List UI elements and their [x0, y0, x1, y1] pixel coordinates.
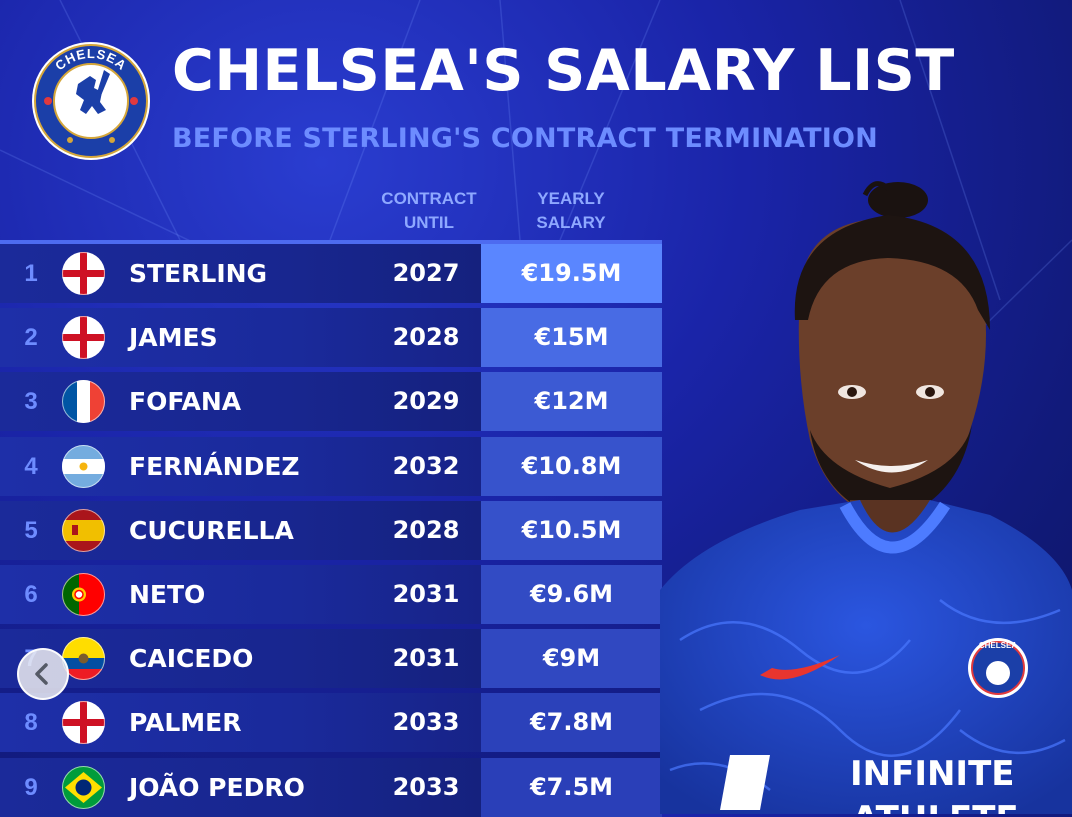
- table-row: 7CAICEDO2031€9M: [0, 629, 662, 688]
- salary-header-line2: SALARY: [536, 213, 606, 232]
- contract-year: 2033: [392, 708, 460, 736]
- england-flag-icon: [62, 701, 105, 744]
- table-row: 9 JOÃO PEDRO 2033 €7.5M: [0, 758, 662, 817]
- rank-number: 5: [24, 517, 38, 544]
- table-row: 4 FERNÁNDEZ 2032 €10.8M: [0, 437, 662, 496]
- contract-header-line1: CONTRACT: [381, 189, 477, 208]
- table-row: 3 FOFANA 2029 €12M: [0, 372, 662, 431]
- salary-cell: €7.5M: [481, 758, 662, 817]
- table-top-divider: [0, 240, 662, 244]
- player-photo: CHELSEA INFINITE ATHLETE: [660, 181, 1072, 814]
- salary-cell: €9.6M: [481, 565, 662, 624]
- contract-year: 2031: [392, 644, 460, 672]
- table-row: 2 JAMES 2028 €15M: [0, 308, 662, 367]
- rank-number: 4: [24, 453, 38, 480]
- contract-year: 2028: [392, 323, 460, 351]
- player-name: CAICEDO: [129, 644, 254, 673]
- salary-cell: €15M: [481, 308, 662, 367]
- player-name: STERLING: [129, 259, 268, 288]
- salary-cell: €10.5M: [481, 501, 662, 560]
- france-flag-icon: [62, 380, 105, 423]
- contract-year: 2027: [392, 259, 460, 287]
- jersey-sponsor-line2: ATHLETE: [852, 799, 1019, 814]
- brazil-flag-icon: [62, 766, 105, 809]
- salary-column-header: YEARLY SALARY: [491, 187, 651, 235]
- contract-year: 2029: [392, 387, 460, 415]
- england-flag-icon: [62, 316, 105, 359]
- jersey-badge-text: CHELSEA: [979, 641, 1017, 650]
- rank-number: 2: [24, 324, 38, 351]
- player-name: JAMES: [129, 323, 218, 352]
- salary-cell: €10.8M: [481, 437, 662, 496]
- argentina-flag-icon: [62, 445, 105, 488]
- table-row: 5 CUCURELLA 2028 €10.5M: [0, 501, 662, 560]
- contract-year: 2028: [392, 516, 460, 544]
- table-row: 8 PALMER 2033 €7.8M: [0, 693, 662, 752]
- table-row: 1 STERLING 2027 €19.5M: [0, 244, 662, 303]
- rank-number: 9: [24, 774, 38, 801]
- salary-cell: €7.8M: [481, 693, 662, 752]
- contract-year: 2033: [392, 773, 460, 801]
- rank-number: 8: [24, 709, 38, 736]
- back-button[interactable]: [17, 648, 69, 700]
- salary-cell: €9M: [481, 629, 662, 688]
- player-name: PALMER: [129, 708, 242, 737]
- player-name: FOFANA: [129, 387, 242, 416]
- portugal-flag-icon: [62, 573, 105, 616]
- salary-header-line1: YEARLY: [537, 189, 605, 208]
- page-title: CHELSEA'S SALARY LIST: [172, 38, 955, 104]
- salary-cell: €19.5M: [481, 244, 662, 303]
- table-row: 6 NETO 2031 €9.6M: [0, 565, 662, 624]
- contract-year: 2032: [392, 452, 460, 480]
- contract-header-line2: UNTIL: [403, 213, 455, 232]
- england-flag-icon: [62, 252, 105, 295]
- player-name: NETO: [129, 580, 206, 609]
- rank-number: 1: [24, 260, 38, 287]
- contract-year: 2031: [392, 580, 460, 608]
- chevron-left-icon: [35, 663, 48, 685]
- player-name: CUCURELLA: [129, 516, 294, 545]
- contract-column-header: CONTRACT UNTIL: [349, 187, 509, 235]
- page-subtitle: BEFORE STERLING'S CONTRACT TERMINATION: [172, 123, 878, 154]
- player-name: FERNÁNDEZ: [129, 452, 300, 481]
- player-name: JOÃO PEDRO: [129, 773, 305, 802]
- rank-number: 3: [24, 388, 38, 415]
- chelsea-logo: CHELSEA FOOTBALL CLUB: [32, 42, 150, 160]
- rank-number: 6: [24, 581, 38, 608]
- spain-flag-icon: [62, 509, 105, 552]
- salary-cell: €12M: [481, 372, 662, 431]
- jersey-sponsor-line1: INFINITE: [850, 754, 1015, 794]
